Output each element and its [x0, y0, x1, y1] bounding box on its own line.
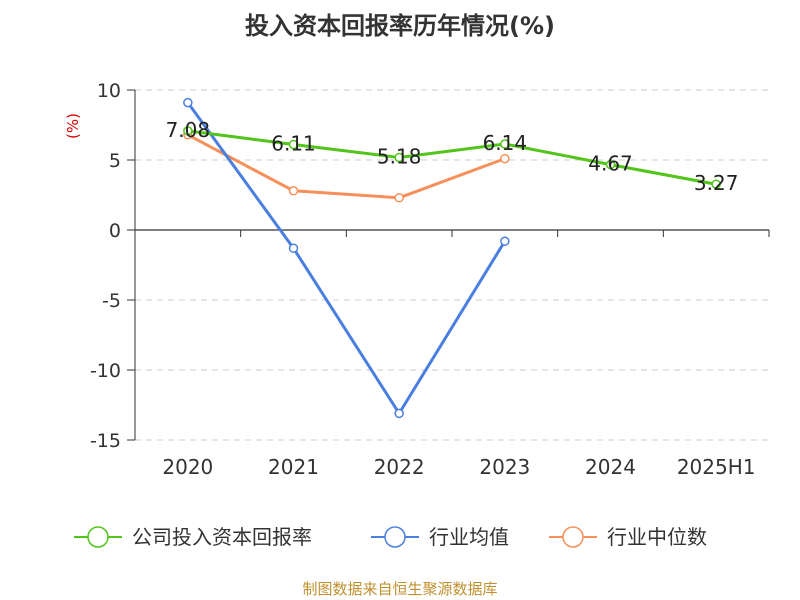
y-tick-label: 10 [97, 80, 121, 102]
data-point-company [500, 139, 510, 149]
data-label: 5.18 [377, 144, 422, 168]
x-tick-label: 2022 [374, 455, 425, 479]
data-point-industry_median [500, 153, 510, 164]
x-tick-label: 2025H1 [677, 455, 756, 479]
x-tick-label: 2020 [162, 455, 213, 479]
legend-marker-industry_avg [384, 526, 406, 548]
data-label: 6.11 [271, 131, 316, 155]
y-tick-label: -10 [90, 360, 121, 382]
data-point-company [711, 179, 721, 189]
legend-marker-company [87, 526, 109, 548]
data-point-industry_median [394, 193, 404, 203]
data-label: 6.14 [483, 131, 528, 155]
data-point-industry_median [288, 186, 299, 196]
data-label: 3.27 [694, 171, 739, 195]
legend-marker-industry_median [562, 526, 584, 548]
x-tick-label: 2024 [585, 455, 636, 479]
chart-title: 投入资本回报率历年情况(%) [245, 12, 555, 40]
legend-label-company: 公司投入资本回报率 [132, 525, 312, 549]
data-point-industry_avg [500, 236, 510, 246]
legend-label-industry_median: 行业中位数 [607, 525, 707, 549]
data-source-footer: 制图数据来自恒生聚源数据库 [302, 580, 498, 598]
data-point-industry_avg [394, 408, 404, 419]
data-label: 7.08 [166, 118, 211, 142]
data-point-company [288, 139, 299, 150]
data-point-company [394, 152, 404, 163]
legend-label-industry_avg: 行业均值 [429, 525, 509, 549]
data-point-industry_avg [288, 243, 299, 253]
y-tick-label: -5 [102, 290, 121, 312]
series-line-industry_avg [186, 101, 507, 415]
y-axis-unit-label: (%) [64, 113, 82, 139]
series-line-company [187, 129, 717, 186]
y-tick-label: -15 [90, 430, 121, 452]
data-point-industry_avg [183, 97, 193, 108]
x-tick-label: 2021 [268, 455, 319, 479]
data-label: 4.67 [588, 152, 633, 176]
y-tick-label: 0 [109, 220, 121, 242]
series-line-industry_median [187, 133, 506, 200]
data-point-company [605, 159, 616, 170]
data-point-company [183, 126, 193, 136]
y-tick-label: 5 [109, 150, 121, 172]
x-tick-label: 2023 [479, 455, 530, 479]
